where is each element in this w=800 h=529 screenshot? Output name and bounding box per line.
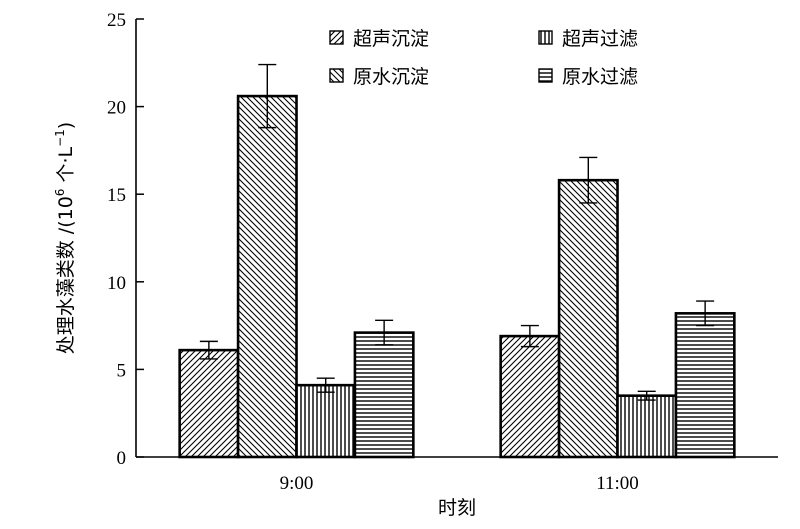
- bar-1-0: [499, 334, 561, 459]
- legend-label-3: 原水过滤: [562, 66, 638, 88]
- legend-swatch-1: [329, 68, 344, 83]
- x-axis-title: 时刻: [438, 497, 476, 519]
- bar-0-2: [295, 383, 357, 459]
- bar-1-3: [674, 312, 736, 459]
- error-bar-1-3: [696, 300, 715, 327]
- legend-label-1: 原水沉淀: [353, 66, 429, 88]
- y-axis-title-unit: 个·L: [55, 146, 77, 188]
- y-ticks: 0 5 10 15 20 25: [107, 10, 144, 469]
- legend-swatch-0: [329, 30, 344, 45]
- error-bar-1-0: [520, 324, 539, 348]
- legend-item-0: 超声沉淀: [329, 28, 429, 50]
- error-bars-group: [199, 63, 715, 401]
- legend-item-1: 原水沉淀: [329, 66, 429, 88]
- y-tick-label-2: 10: [107, 273, 126, 294]
- bar-1-2: [616, 394, 678, 459]
- bar-1-1: [557, 178, 619, 459]
- x-tick-label-1: 11:00: [596, 473, 639, 494]
- y-axis-title-close: ): [55, 122, 77, 129]
- bar-0-0: [178, 348, 240, 459]
- legend: 超声沉淀 原水沉淀 超声过滤 原水过滤: [329, 28, 638, 88]
- bars-group: [178, 94, 736, 459]
- error-bar-1-1: [579, 156, 598, 204]
- error-bar-0-1: [258, 63, 277, 129]
- y-tick-label-3: 15: [107, 185, 126, 206]
- y-tick-label-1: 5: [117, 360, 127, 381]
- y-axis-title-unit-exp: −1: [53, 129, 67, 147]
- legend-swatch-3: [538, 68, 553, 83]
- error-bar-0-3: [375, 319, 394, 346]
- legend-item-3: 原水过滤: [538, 66, 638, 88]
- y-axis-title: 处理水藻类数 /(106 个·L−1): [53, 122, 77, 354]
- y-axis-title-exp: 6: [53, 189, 67, 197]
- error-bar-0-2: [316, 377, 335, 393]
- legend-label-0: 超声沉淀: [353, 28, 429, 50]
- y-tick-label-0: 0: [117, 448, 127, 469]
- y-tick-label-4: 20: [107, 98, 126, 119]
- legend-label-2: 超声过滤: [562, 28, 638, 50]
- y-axis-title-main: 处理水藻类数 /(10: [55, 196, 77, 354]
- error-bar-1-2: [637, 390, 656, 401]
- bar-0-3: [353, 331, 415, 459]
- legend-item-2: 超声过滤: [538, 28, 638, 50]
- bar-0-1: [236, 94, 298, 459]
- x-tick-label-0: 9:00: [280, 473, 314, 494]
- y-tick-label-5: 25: [107, 10, 126, 31]
- legend-swatch-2: [538, 30, 553, 45]
- error-bar-0-0: [199, 340, 218, 360]
